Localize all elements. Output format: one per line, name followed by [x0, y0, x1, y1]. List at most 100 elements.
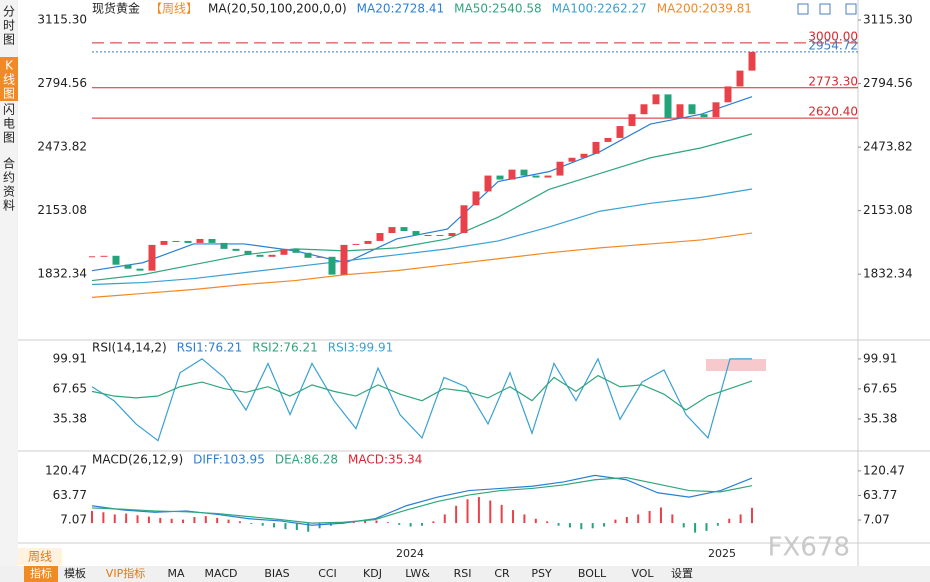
window-icons — [797, 3, 857, 15]
candle — [376, 233, 384, 241]
candle — [700, 114, 708, 118]
candle — [136, 268, 144, 271]
period-label[interactable]: 周线 — [28, 550, 52, 564]
candle — [616, 126, 624, 138]
candle — [556, 161, 564, 176]
y-tick-label-left: 2473.82 — [37, 140, 87, 154]
sidebar-tab[interactable]: 图 — [3, 131, 15, 145]
candle — [304, 252, 312, 258]
legend-label: RSI(14,14,2) — [92, 341, 167, 355]
candle — [220, 242, 228, 249]
toolbar-tab[interactable]: 指标 — [30, 566, 52, 580]
y-tick-label: 2794.56 — [863, 76, 913, 90]
sidebar-tab[interactable]: 约 — [3, 170, 15, 185]
legend-label: MA(20,50,100,200,0,0) — [208, 2, 347, 16]
legend-label: 【周线】 — [150, 2, 198, 16]
year-label: 2025 — [708, 547, 736, 560]
icon[interactable] — [797, 3, 809, 15]
candle — [124, 264, 132, 269]
y-tick-label: 67.65 — [863, 381, 897, 395]
level-label: 2620.40 — [808, 105, 858, 119]
legend-label: RSI1:76.21 — [177, 341, 243, 355]
candle — [676, 104, 684, 119]
toolbar-tab[interactable]: VIP指标 — [106, 566, 145, 580]
candle — [712, 102, 720, 118]
icon[interactable] — [819, 3, 831, 15]
legend-label: MA100:2262.27 — [552, 2, 647, 16]
y-tick-label: 1832.34 — [863, 267, 913, 281]
legend-label: MA50:2540.58 — [454, 2, 542, 16]
y-tick-label: 2473.82 — [863, 140, 913, 154]
indicator-line — [91, 133, 753, 282]
legend-label: MA20:2728.41 — [357, 2, 445, 16]
sidebar-tab[interactable]: 料 — [3, 199, 15, 213]
toolbar-tab-active — [24, 566, 58, 582]
level-label: 2773.30 — [808, 74, 858, 88]
y-tick-label-left: 120.47 — [45, 463, 87, 477]
active-tab-bg — [0, 57, 18, 101]
sidebar-tab[interactable]: 资 — [3, 185, 15, 199]
candle — [664, 94, 672, 119]
candle — [568, 157, 576, 162]
candle — [652, 94, 660, 105]
toolbar-tab[interactable]: MA — [167, 567, 184, 580]
candle — [352, 243, 360, 245]
toolbar-tab[interactable]: CCI — [318, 567, 337, 580]
indicator-line — [91, 188, 753, 286]
candle — [100, 255, 108, 257]
level-label: 2954.72 — [808, 38, 858, 52]
indicator-line — [91, 96, 753, 272]
toolbar-tab[interactable]: RSI — [454, 567, 472, 580]
sidebar-tab[interactable]: K — [5, 59, 14, 73]
legend-label: MACD(26,12,9) — [92, 453, 183, 467]
sidebar-tab[interactable]: 图 — [3, 33, 15, 47]
toolbar-tab[interactable]: KDJ — [363, 567, 382, 580]
y-tick-label: 3115.30 — [863, 13, 913, 27]
candle — [544, 175, 552, 178]
toolbar-tab[interactable]: 设置 — [671, 567, 693, 580]
sidebar-tab[interactable]: 图 — [3, 87, 15, 101]
toolbar-tab[interactable]: 模板 — [64, 566, 86, 580]
y-tick-label: 35.38 — [863, 411, 897, 425]
sidebar-tab[interactable]: 电 — [3, 117, 15, 131]
candle — [184, 240, 192, 243]
candle — [232, 248, 240, 251]
y-tick-label-left: 2153.08 — [37, 203, 87, 217]
icon[interactable] — [845, 3, 857, 15]
candle — [628, 114, 636, 127]
watermark: FX678 — [768, 533, 850, 563]
legend-label: MA200:2039.81 — [657, 2, 752, 16]
indicator-line — [91, 476, 753, 524]
sidebar-tab[interactable]: 分 — [3, 5, 15, 19]
toolbar-tab[interactable]: VOL — [631, 567, 654, 580]
toolbar-tab[interactable]: LW& — [405, 567, 430, 580]
candle — [484, 175, 492, 192]
toolbar-tab[interactable]: PSY — [531, 567, 552, 580]
candle — [112, 255, 120, 265]
candle — [388, 227, 396, 234]
candle — [460, 205, 468, 234]
toolbar-tab[interactable]: BIAS — [264, 567, 289, 580]
candle — [604, 137, 612, 142]
legend-label: MACD:35.34 — [348, 453, 422, 467]
sidebar-tab[interactable]: 线 — [3, 73, 15, 87]
toolbar-tab[interactable]: BOLL — [578, 567, 607, 580]
candle — [256, 254, 264, 257]
legend-label: RSI2:76.21 — [252, 341, 318, 355]
candle — [748, 51, 756, 71]
candle — [244, 250, 252, 255]
y-tick-label: 120.47 — [863, 463, 905, 477]
sidebar-tab[interactable]: 合 — [3, 156, 15, 171]
toolbar-tab[interactable]: MACD — [205, 567, 238, 580]
toolbar-tab[interactable]: CR — [494, 567, 510, 580]
candle — [160, 240, 168, 245]
candle — [736, 70, 744, 87]
candle — [592, 141, 600, 154]
sidebar-tab[interactable]: 闪 — [3, 103, 15, 117]
highlight — [706, 359, 766, 371]
period-box — [18, 548, 62, 565]
sidebar-tab[interactable]: 时 — [3, 19, 15, 33]
candle — [148, 244, 156, 271]
candle — [424, 235, 432, 237]
